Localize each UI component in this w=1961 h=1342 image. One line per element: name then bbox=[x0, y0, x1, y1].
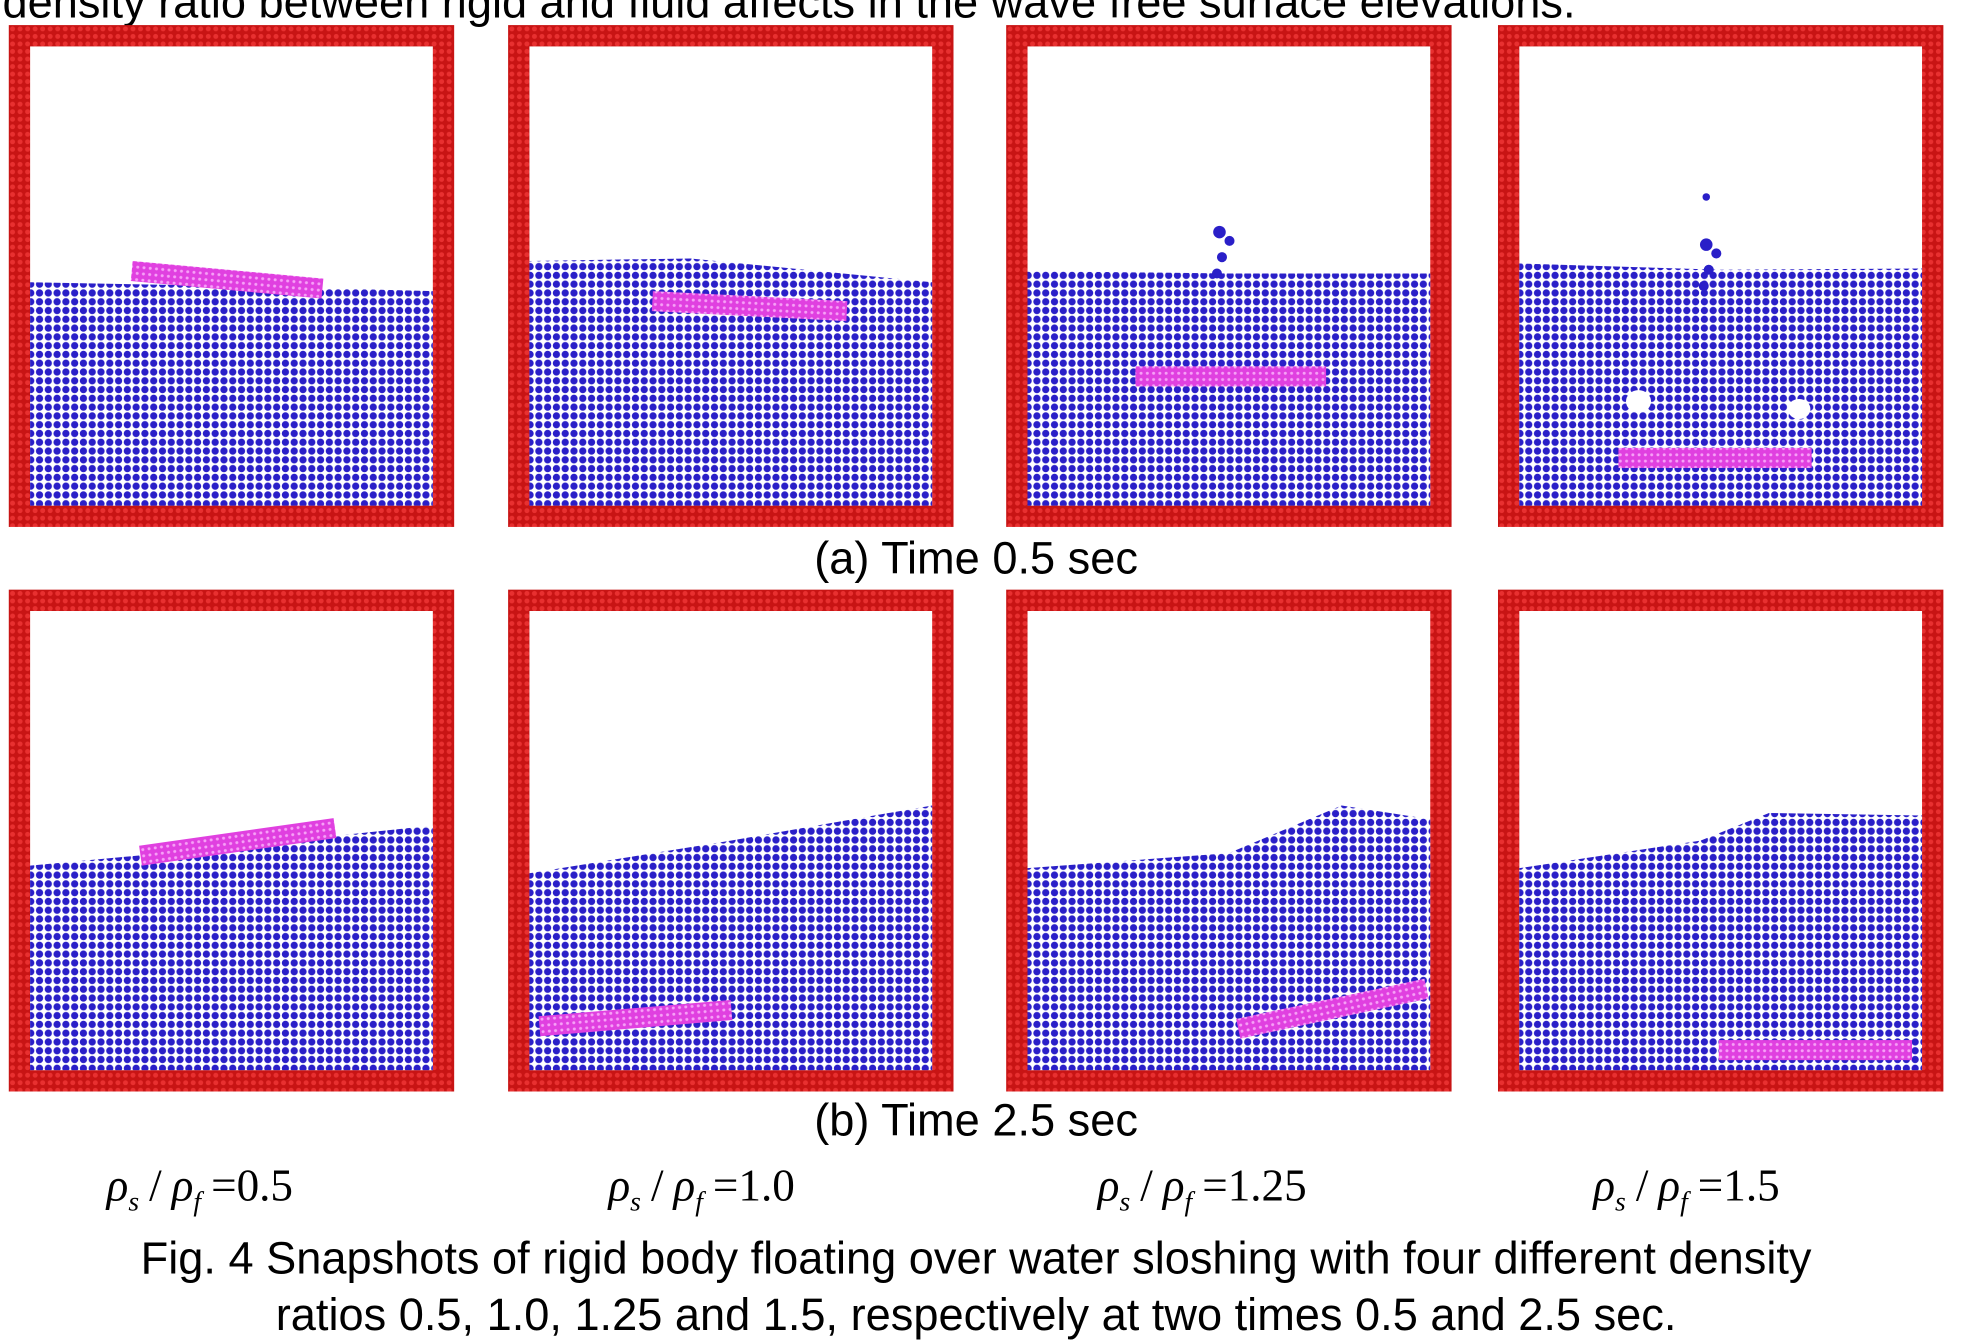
figure-content: density ratio between rigid and fluid af… bbox=[3, 0, 1944, 1340]
snapshot-panel bbox=[8, 25, 455, 527]
water bbox=[1027, 270, 1431, 506]
droplet bbox=[1702, 193, 1711, 201]
ratio-part: 1.5 bbox=[1723, 1161, 1779, 1211]
panels bbox=[8, 25, 1944, 1092]
ratio-part: = bbox=[1698, 1161, 1723, 1211]
rigid-body bbox=[1236, 978, 1429, 1039]
snapshot-panel bbox=[508, 25, 954, 527]
density-ratio: ρs / ρf =1.5 bbox=[1591, 1161, 1779, 1217]
rigid-body bbox=[1718, 1040, 1913, 1061]
rigid-body bbox=[538, 999, 733, 1037]
snapshot-panel bbox=[1497, 589, 1944, 1092]
rigid-body bbox=[1135, 366, 1327, 387]
ratio-part: / bbox=[651, 1161, 664, 1211]
ratio-part: ρ bbox=[1096, 1161, 1120, 1211]
ratio-part: 1.25 bbox=[1228, 1161, 1307, 1211]
header-text: density ratio between rigid and fluid af… bbox=[3, 0, 1576, 28]
density-ratio: ρs / ρf =1.0 bbox=[606, 1161, 794, 1217]
density-ratio: ρs / ρf =1.25 bbox=[1096, 1161, 1307, 1217]
ratio-part: f bbox=[193, 1186, 204, 1217]
splash bbox=[1211, 268, 1222, 279]
splash bbox=[1213, 225, 1226, 239]
ratio-part: / bbox=[1636, 1161, 1649, 1211]
row-caption: (a) Time 0.5 sec bbox=[814, 532, 1138, 583]
ratio-part: s bbox=[128, 1186, 139, 1217]
rigid-body bbox=[651, 291, 848, 322]
water bbox=[30, 825, 433, 1071]
ratio-part: ρ bbox=[672, 1161, 696, 1211]
ratio-part: s bbox=[1615, 1186, 1626, 1217]
ratio-part: 0.5 bbox=[237, 1161, 293, 1211]
snapshot-panel bbox=[1006, 589, 1452, 1092]
ratio-part: s bbox=[1119, 1186, 1130, 1217]
splash bbox=[1698, 281, 1709, 292]
ratio-part: ρ bbox=[1161, 1161, 1185, 1211]
water bbox=[1519, 812, 1923, 1071]
snapshot-panel bbox=[508, 589, 954, 1092]
ratio-part: ρ bbox=[105, 1161, 129, 1211]
splash bbox=[1699, 238, 1713, 251]
row-caption: (b) Time 2.5 sec bbox=[814, 1094, 1138, 1145]
ratio-part: = bbox=[211, 1161, 236, 1211]
water bbox=[529, 805, 933, 1071]
ratio-part: / bbox=[1140, 1161, 1153, 1211]
splash bbox=[1224, 235, 1235, 246]
ratio-part: / bbox=[149, 1161, 162, 1211]
splash bbox=[1711, 248, 1722, 259]
ratio-part: ρ bbox=[1591, 1161, 1615, 1211]
water bbox=[30, 282, 433, 506]
ratio-part: f bbox=[695, 1186, 706, 1217]
ratio-part: ρ bbox=[606, 1161, 630, 1211]
splash bbox=[1703, 264, 1714, 275]
ratio-part: = bbox=[713, 1161, 738, 1211]
figure-caption: Fig. 4 Snapshots of rigid body floating … bbox=[141, 1232, 1812, 1283]
ratio-part: = bbox=[1202, 1161, 1227, 1211]
ratio-part: f bbox=[1680, 1186, 1691, 1217]
ratio-part: ρ bbox=[1656, 1161, 1680, 1211]
rigid-body bbox=[130, 260, 324, 299]
ratio-part: 1.0 bbox=[738, 1161, 794, 1211]
snapshot-panel bbox=[1006, 25, 1452, 527]
ratio-part: f bbox=[1185, 1186, 1196, 1217]
splash bbox=[1216, 252, 1227, 263]
water bbox=[1519, 263, 1923, 506]
void bbox=[1625, 390, 1652, 413]
snapshot-panel bbox=[1497, 25, 1944, 527]
figure-caption: ratios 0.5, 1.0, 1.25 and 1.5, respectiv… bbox=[276, 1289, 1677, 1340]
ratio-part: ρ bbox=[170, 1161, 194, 1211]
ratio-labels: ρs / ρf =0.5 ρs / ρf =1.0 ρs / ρf =1.25 ρs / ρf =1.5 bbox=[105, 1161, 1780, 1217]
ratio-part: s bbox=[630, 1186, 641, 1217]
rigid-body bbox=[1618, 447, 1812, 468]
snapshot-panel bbox=[8, 589, 455, 1092]
rigid-body bbox=[139, 818, 337, 866]
void bbox=[1787, 398, 1811, 420]
density-ratio: ρs / ρf =0.5 bbox=[105, 1161, 293, 1217]
